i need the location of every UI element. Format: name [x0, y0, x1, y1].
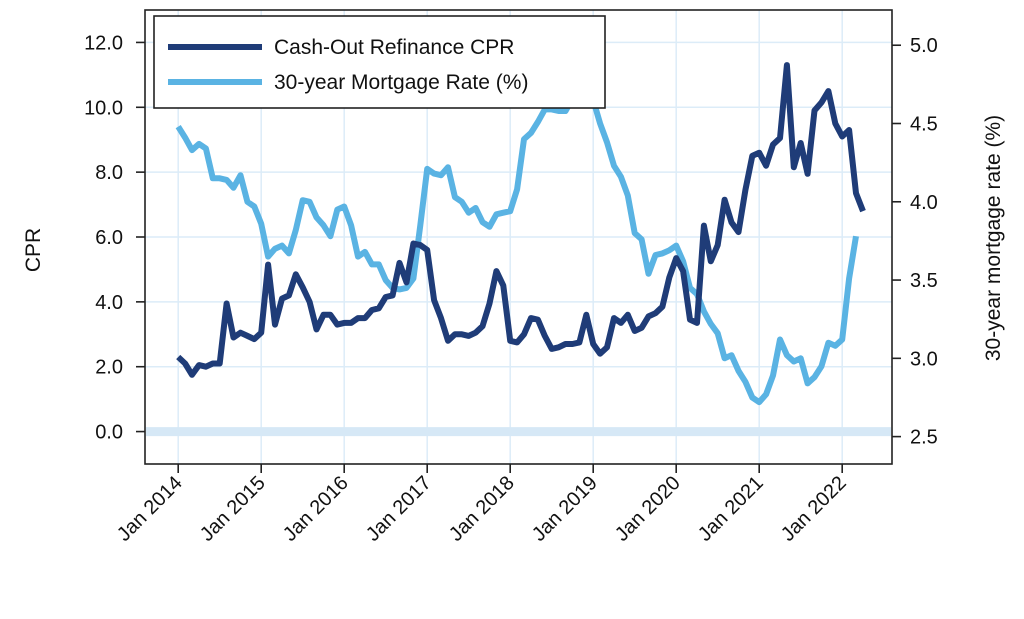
left-y-tick-label-5: 10.0	[84, 97, 123, 119]
left-y-tick-label-2: 4.0	[95, 292, 123, 314]
x-tick-label-2: Jan 2016	[279, 472, 353, 546]
x-tick-label-1: Jan 2015	[196, 472, 270, 546]
right-y-tick-label-1: 3.0	[910, 348, 938, 370]
left-y-tick-label-6: 12.0	[84, 32, 123, 54]
series-line-cash-out-refinance-cpr	[176, 62, 866, 378]
left-y-axis: 0.0 2.0 4.0 6.0 8.0 10.0 12.0	[84, 32, 145, 444]
left-y-tick-label-0: 0.0	[95, 422, 123, 444]
right-y-tick-label-5: 5.0	[910, 35, 938, 57]
x-tick-label-5: Jan 2019	[528, 472, 602, 546]
series-layer	[175, 62, 866, 406]
legend-label-mortgage-rate: 30-year Mortgage Rate (%)	[274, 71, 528, 94]
x-tick-label-4: Jan 2018	[445, 472, 519, 546]
legend-box	[153, 15, 606, 109]
x-tick-label-8: Jan 2022	[777, 472, 851, 546]
right-y-tick-label-4: 4.5	[910, 114, 938, 136]
x-tick-label-3: Jan 2017	[362, 472, 436, 546]
right-y-tick-label-3: 4.0	[910, 192, 938, 214]
right-y-axis: 2.5 3.0 3.5 4.0 4.5 5.0	[892, 35, 938, 449]
right-y-tick-label-0: 2.5	[910, 427, 938, 449]
right-y-tick-label-2: 3.5	[910, 270, 938, 292]
legend: Cash-Out Refinance CPR 30-year Mortgage …	[153, 15, 606, 109]
left-y-tick-label-1: 2.0	[95, 357, 123, 379]
left-y-tick-label-3: 6.0	[95, 227, 123, 249]
legend-label-cpr: Cash-Out Refinance CPR	[274, 36, 514, 59]
x-axis: Jan 2014 Jan 2015 Jan 2016 Jan 2017 Jan 2018…	[113, 464, 851, 546]
x-tick-label-6: Jan 2020	[611, 472, 685, 546]
x-tick-label-0: Jan 2014	[113, 472, 187, 546]
right-y-axis-title: 30-year mortgage rate (%)	[982, 115, 1005, 361]
x-tick-label-7: Jan 2021	[694, 472, 768, 546]
left-y-axis-title: CPR	[22, 228, 45, 272]
series-line-mortgage-rate	[175, 92, 859, 406]
left-y-tick-label-4: 8.0	[95, 162, 123, 184]
